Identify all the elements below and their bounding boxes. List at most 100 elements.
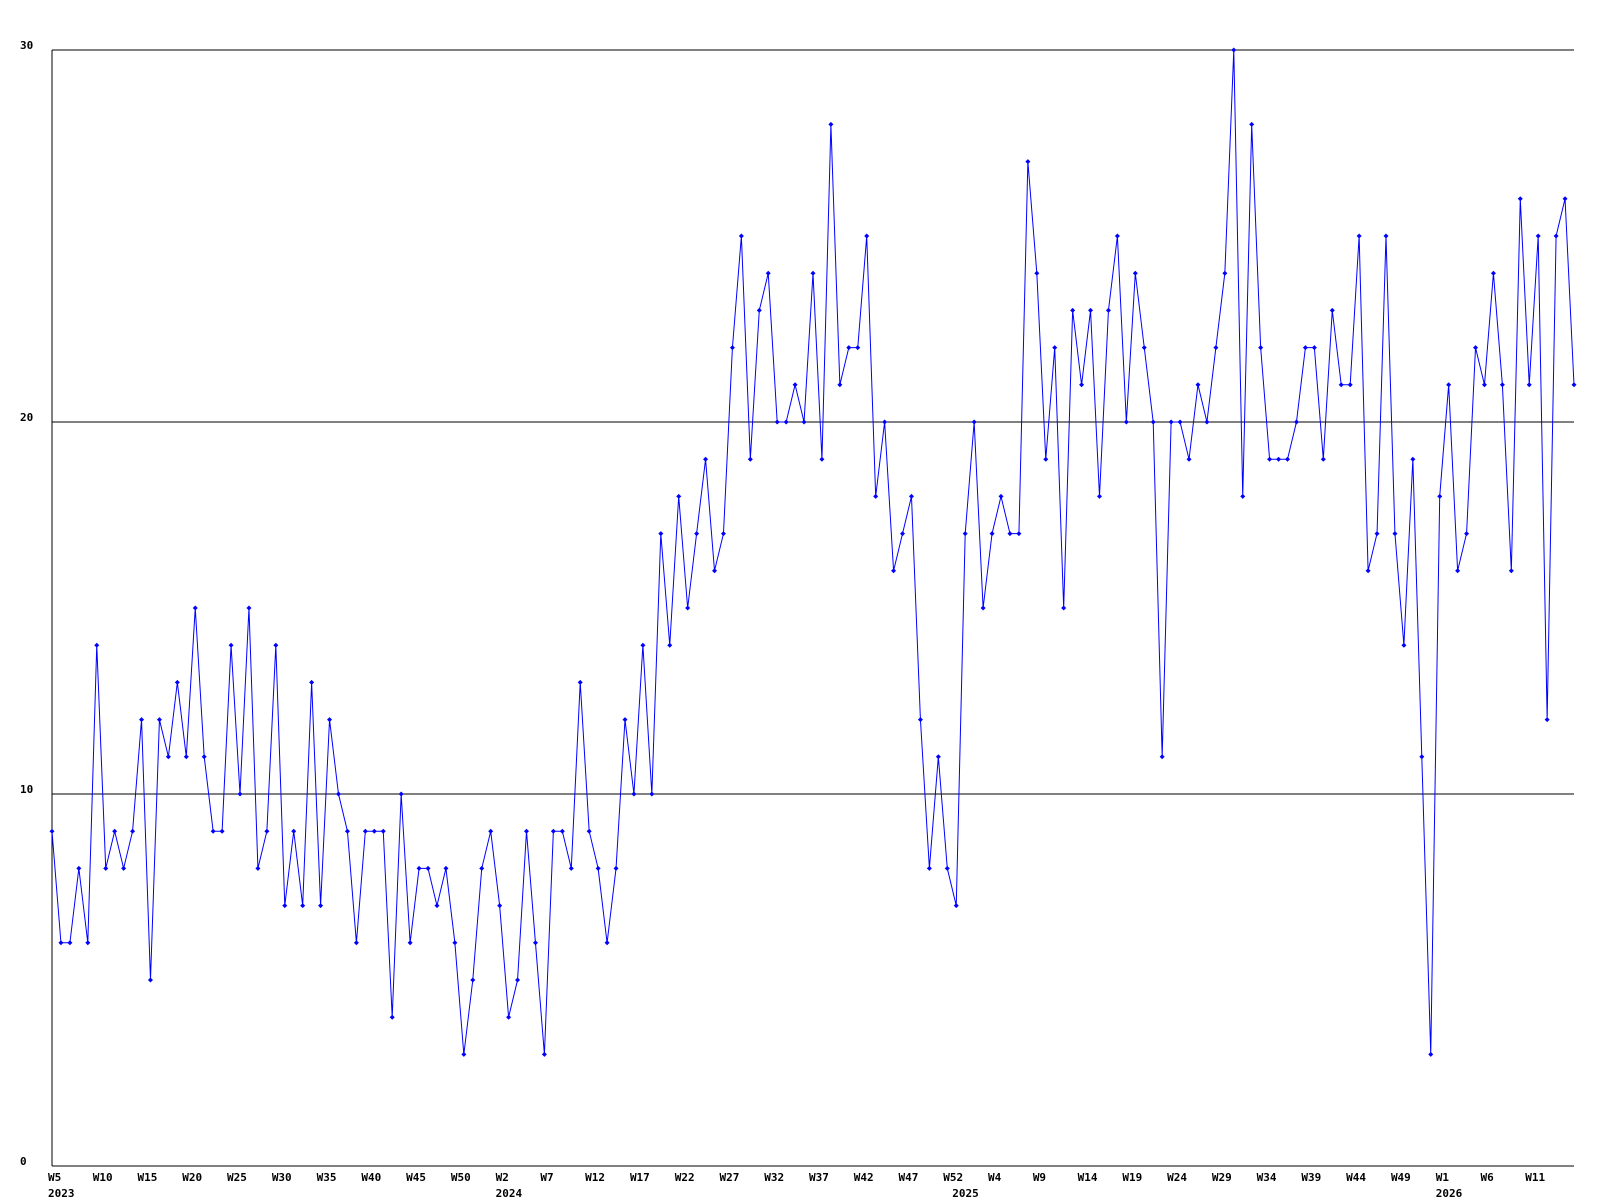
point	[434, 903, 440, 909]
point	[1481, 382, 1487, 388]
point	[524, 828, 530, 834]
point	[550, 828, 556, 834]
x-tick-label: W44	[1346, 1171, 1366, 1184]
point	[1553, 233, 1559, 239]
x-tick-label: W45	[406, 1171, 426, 1184]
y-tick-label: 0	[20, 1155, 27, 1168]
point	[1499, 382, 1505, 388]
point	[1159, 754, 1165, 760]
point	[344, 828, 350, 834]
point	[989, 531, 995, 537]
point	[738, 233, 744, 239]
point	[846, 345, 852, 351]
point	[165, 754, 171, 760]
x-tick-label: W50	[451, 1171, 471, 1184]
point	[595, 865, 601, 871]
point	[1410, 456, 1416, 462]
point	[971, 419, 977, 425]
point	[1061, 605, 1067, 611]
point	[1428, 1051, 1434, 1057]
year-label: 2024	[496, 1187, 523, 1200]
point	[864, 233, 870, 239]
point	[1088, 307, 1094, 313]
x-tick-label: W22	[675, 1171, 695, 1184]
point	[362, 828, 368, 834]
x-tick-label: W17	[630, 1171, 650, 1184]
point	[1464, 531, 1470, 537]
point	[1526, 382, 1532, 388]
point	[747, 456, 753, 462]
x-tick-label: W42	[854, 1171, 874, 1184]
point	[541, 1051, 547, 1057]
x-tick-label: W37	[809, 1171, 829, 1184]
point	[810, 270, 816, 276]
point	[1374, 531, 1380, 537]
point	[121, 865, 127, 871]
point	[416, 865, 422, 871]
point	[1034, 270, 1040, 276]
point	[327, 717, 333, 723]
point	[577, 679, 583, 685]
point	[1392, 531, 1398, 537]
point	[515, 977, 521, 983]
point	[1302, 345, 1308, 351]
point	[255, 865, 261, 871]
point	[998, 493, 1004, 499]
point	[103, 865, 109, 871]
point	[935, 754, 941, 760]
point	[1535, 233, 1541, 239]
point	[147, 977, 153, 983]
point	[953, 903, 959, 909]
point	[1419, 754, 1425, 760]
point	[926, 865, 932, 871]
point	[1052, 345, 1058, 351]
point	[76, 865, 82, 871]
point	[246, 605, 252, 611]
point	[300, 903, 306, 909]
point	[380, 828, 386, 834]
point	[1383, 233, 1389, 239]
point	[1285, 456, 1291, 462]
x-tick-label: W9	[1033, 1171, 1046, 1184]
point	[1329, 307, 1335, 313]
point	[1025, 159, 1031, 165]
point	[67, 940, 73, 946]
point	[291, 828, 297, 834]
point	[58, 940, 64, 946]
point	[765, 270, 771, 276]
point	[694, 531, 700, 537]
point	[891, 568, 897, 574]
point	[1446, 382, 1452, 388]
x-tick-label: W15	[138, 1171, 158, 1184]
point	[407, 940, 413, 946]
point	[685, 605, 691, 611]
point	[774, 419, 780, 425]
point	[210, 828, 216, 834]
point	[1096, 493, 1102, 499]
x-tick-label: W14	[1078, 1171, 1098, 1184]
point	[1132, 270, 1138, 276]
point	[389, 1014, 395, 1020]
point	[1338, 382, 1344, 388]
point	[1105, 307, 1111, 313]
point	[712, 568, 718, 574]
x-tick-label: W52	[943, 1171, 963, 1184]
point	[1544, 717, 1550, 723]
x-tick-label: W49	[1391, 1171, 1411, 1184]
point	[962, 531, 968, 537]
point	[801, 419, 807, 425]
point	[1213, 345, 1219, 351]
x-tick-label: W40	[361, 1171, 381, 1184]
x-tick-label: W24	[1167, 1171, 1187, 1184]
point	[479, 865, 485, 871]
point	[1168, 419, 1174, 425]
point	[568, 865, 574, 871]
x-tick-label: W30	[272, 1171, 292, 1184]
point	[1571, 382, 1577, 388]
point	[1401, 642, 1407, 648]
point	[1150, 419, 1156, 425]
point	[1043, 456, 1049, 462]
point	[729, 345, 735, 351]
point	[649, 791, 655, 797]
